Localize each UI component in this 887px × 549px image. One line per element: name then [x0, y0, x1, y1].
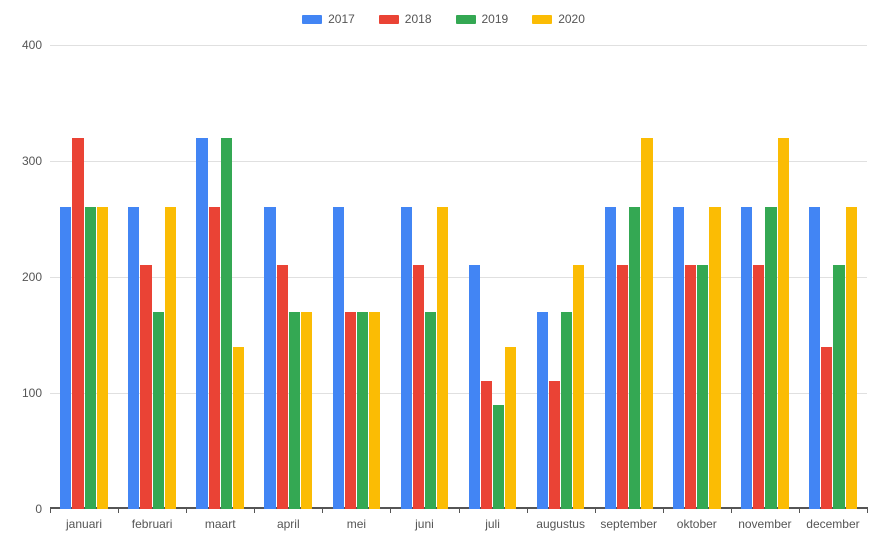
bar [140, 265, 151, 509]
legend-label: 2020 [558, 12, 585, 26]
bar [809, 207, 820, 509]
bar [753, 265, 764, 509]
bar [697, 265, 708, 509]
legend-swatch [456, 15, 476, 24]
bar [437, 207, 448, 509]
bar [617, 265, 628, 509]
bar [505, 347, 516, 509]
plot-area: 0100200300400januarifebruarimaartaprilme… [50, 45, 867, 509]
x-tick-label: juni [415, 509, 434, 531]
legend-item: 2019 [456, 12, 509, 26]
bar [561, 312, 572, 509]
x-tick-label: juli [485, 509, 500, 531]
bar [60, 207, 71, 509]
legend-label: 2018 [405, 12, 432, 26]
y-tick-label: 0 [35, 502, 50, 516]
x-tick [799, 507, 800, 513]
bar [128, 207, 139, 509]
bar [401, 207, 412, 509]
x-tick [322, 507, 323, 513]
x-tick [390, 507, 391, 513]
legend-label: 2019 [482, 12, 509, 26]
grid-line [50, 45, 867, 46]
bar [573, 265, 584, 509]
bar [709, 207, 720, 509]
bar [72, 138, 83, 509]
x-tick-label: december [806, 509, 859, 531]
bar [357, 312, 368, 509]
bar [833, 265, 844, 509]
bar [233, 347, 244, 509]
y-tick-label: 300 [22, 154, 50, 168]
x-tick-label: februari [132, 509, 173, 531]
bar [821, 347, 832, 509]
x-tick [186, 507, 187, 513]
x-tick [254, 507, 255, 513]
legend-item: 2017 [302, 12, 355, 26]
bar [221, 138, 232, 509]
bar [778, 138, 789, 509]
x-tick-label: oktober [677, 509, 717, 531]
bar [289, 312, 300, 509]
legend: 2017 2018 2019 2020 [0, 12, 887, 26]
x-tick-label: mei [347, 509, 366, 531]
legend-label: 2017 [328, 12, 355, 26]
bar [165, 207, 176, 509]
bar [685, 265, 696, 509]
x-tick [595, 507, 596, 513]
bar [605, 207, 616, 509]
bar [846, 207, 857, 509]
x-tick [731, 507, 732, 513]
bar [153, 312, 164, 509]
bar [413, 265, 424, 509]
x-tick-label: september [600, 509, 657, 531]
x-tick-label: augustus [536, 509, 585, 531]
bar [537, 312, 548, 509]
bar [196, 138, 207, 509]
x-tick [867, 507, 868, 513]
bar [277, 265, 288, 509]
bar [425, 312, 436, 509]
x-tick [663, 507, 664, 513]
bar [333, 207, 344, 509]
bar [549, 381, 560, 509]
grid-line [50, 161, 867, 162]
x-tick [527, 507, 528, 513]
legend-item: 2020 [532, 12, 585, 26]
bar [97, 207, 108, 509]
bar [641, 138, 652, 509]
legend-swatch [379, 15, 399, 24]
bar [493, 405, 504, 509]
x-tick [50, 507, 51, 513]
bar [85, 207, 96, 509]
bar [369, 312, 380, 509]
y-tick-label: 200 [22, 270, 50, 284]
bar [345, 312, 356, 509]
legend-item: 2018 [379, 12, 432, 26]
x-tick [118, 507, 119, 513]
bar [765, 207, 776, 509]
y-tick-label: 100 [22, 386, 50, 400]
legend-swatch [532, 15, 552, 24]
bar [301, 312, 312, 509]
bar [469, 265, 480, 509]
bar [629, 207, 640, 509]
x-tick-label: maart [205, 509, 236, 531]
bar [209, 207, 220, 509]
bar [741, 207, 752, 509]
y-tick-label: 400 [22, 38, 50, 52]
x-tick-label: april [277, 509, 300, 531]
legend-swatch [302, 15, 322, 24]
x-tick-label: november [738, 509, 791, 531]
x-tick-label: januari [66, 509, 102, 531]
bar [481, 381, 492, 509]
x-tick [459, 507, 460, 513]
chart-container: 2017201820192020 0100200300400januarifeb… [0, 0, 887, 549]
bar [673, 207, 684, 509]
bar [264, 207, 275, 509]
